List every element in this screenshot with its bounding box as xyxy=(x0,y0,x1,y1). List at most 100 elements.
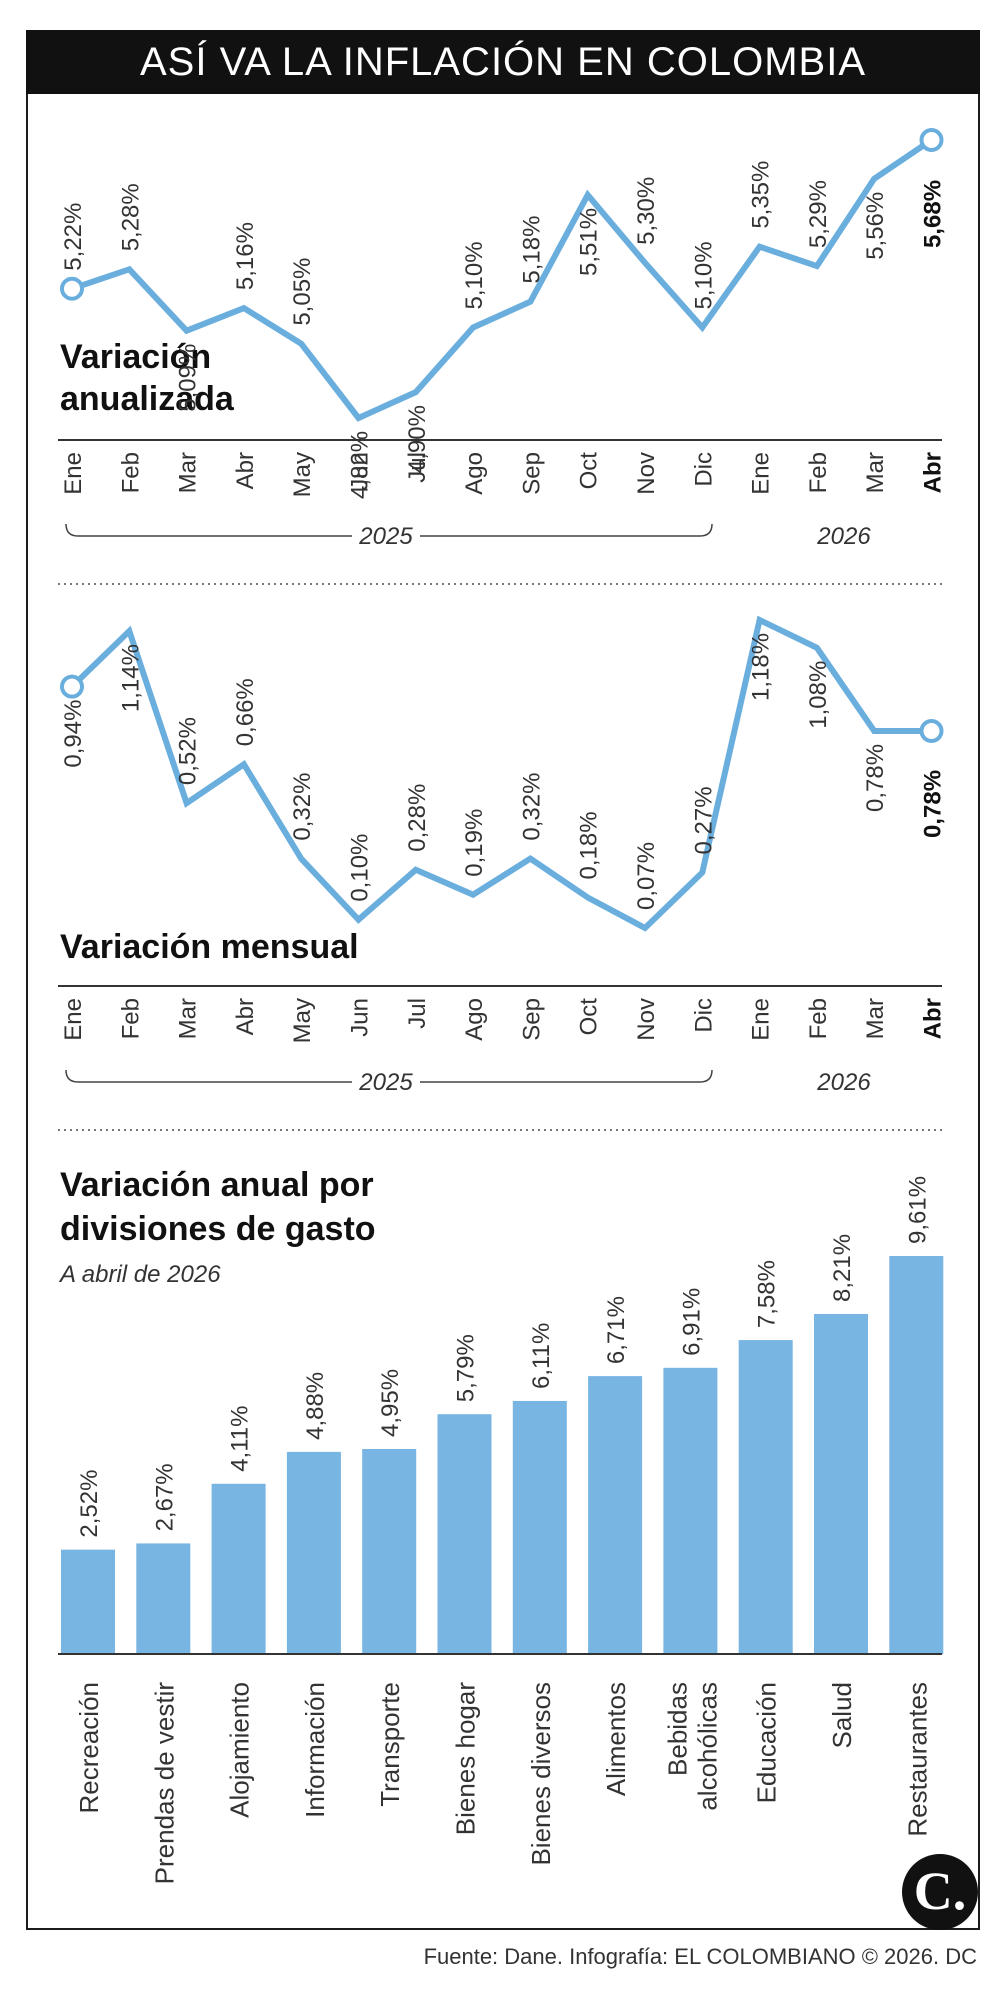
chart3-bar xyxy=(211,1483,266,1654)
chart1-series-line xyxy=(71,137,934,422)
chart3-bar xyxy=(588,1376,643,1654)
chart3-title: divisiones de gasto xyxy=(60,1210,376,1248)
chart3-tick-label: Alojamiento xyxy=(225,1682,255,1818)
chart3-data-label: 2,67% xyxy=(151,1463,178,1531)
chart2-point-1 xyxy=(60,674,84,699)
chart1-tick-label: Ene xyxy=(60,452,87,495)
infographic-frame xyxy=(26,30,980,1930)
chart3-title: Variación anual por xyxy=(60,1166,374,1204)
chart2-tick-label: Oct xyxy=(576,998,603,1036)
chart3-data-label: 6,11% xyxy=(528,1323,555,1389)
chart1-tick-label: Abr xyxy=(232,452,259,489)
chart1-tick-label: Sep xyxy=(518,452,545,495)
chart2-data-label: 0,32% xyxy=(289,773,316,841)
chart1-tick-label: Mar xyxy=(175,452,202,493)
chart2-tick-label: Mar xyxy=(175,998,202,1039)
chart2-data-label: 0,19% xyxy=(461,809,488,877)
chart1-data-label: 5,10% xyxy=(690,241,717,309)
chart2-year-label: 2025 xyxy=(358,1069,413,1096)
chart3-bar xyxy=(286,1451,341,1654)
chart2-data-label: 0,07% xyxy=(633,842,660,910)
chart1-tick-label: Jul xyxy=(404,452,431,483)
chart2-tick-label: Mar xyxy=(862,998,889,1039)
chart1-tick-label: Ago xyxy=(461,452,488,495)
chart2-data-label: 0,66% xyxy=(232,678,259,746)
chart3-tick-label: Transporte xyxy=(375,1682,405,1807)
chart1-title: Variación xyxy=(60,338,211,376)
chart2-tick-label: Ene xyxy=(748,998,775,1041)
chart2-data-label: 0,10% xyxy=(347,834,374,902)
chart1-tick-label: May xyxy=(289,452,316,497)
chart1-point-16 xyxy=(919,128,944,152)
chart3-bar xyxy=(889,1256,944,1654)
chart1-data-label: 5,18% xyxy=(518,216,545,284)
chart1-data-label: 5,35% xyxy=(748,161,775,229)
page-title: ASÍ VA LA INFLACIÓN EN COLOMBIA xyxy=(26,30,980,94)
chart3-data-label: 2,52% xyxy=(76,1470,103,1538)
chart3-subtitle: A abril de 2026 xyxy=(58,1261,221,1288)
chart1-year-bracket xyxy=(65,523,713,537)
chart1-tick-label: Dic xyxy=(690,452,717,487)
chart1-year-label: 2025 xyxy=(358,523,413,550)
chart2-tick-label: May xyxy=(289,998,316,1043)
chart2-tick-label: Jul xyxy=(404,998,431,1029)
chart2-data-label: 0,52% xyxy=(175,717,202,785)
chart3-tick-label: alcohólicas xyxy=(692,1682,722,1811)
chart1-tick-label: Abr xyxy=(920,452,947,493)
chart2-tick-label: Jun xyxy=(347,998,374,1037)
chart3-bar xyxy=(437,1414,492,1654)
chart2-data-label: 0,94% xyxy=(60,700,87,768)
chart2-title: Variación mensual xyxy=(60,928,359,966)
chart3-data-label: 6,91% xyxy=(678,1288,705,1356)
chart3-data-label: 6,71% xyxy=(603,1296,630,1364)
chart3-bar xyxy=(362,1448,417,1654)
chart1-tick-label: Feb xyxy=(117,452,144,493)
chart2-data-label: 0,78% xyxy=(862,744,889,812)
chart2-data-label: 1,18% xyxy=(748,633,775,701)
source-footer: Fuente: Dane. Infografía: EL COLOMBIANO … xyxy=(423,1944,977,1969)
chart2-tick-label: Sep xyxy=(518,998,545,1041)
chart2-data-label: 1,14% xyxy=(117,644,144,712)
chart2-data-label: 0,27% xyxy=(690,786,717,854)
chart3-data-label: 4,11% xyxy=(227,1406,254,1472)
chart2-data-label: 0,32% xyxy=(518,773,545,841)
chart1-tick-label: Feb xyxy=(805,452,832,493)
chart2-year-label: 2026 xyxy=(816,1069,871,1096)
chart1-data-label: 5,51% xyxy=(576,208,603,276)
chart1-point-1 xyxy=(60,276,84,301)
chart3-tick-label: Información xyxy=(300,1682,330,1818)
chart3-tick-label: Bebidas xyxy=(662,1682,692,1776)
chart2-tick-label: Feb xyxy=(805,998,832,1039)
chart3-tick-label: Prendas de vestir xyxy=(149,1682,179,1885)
chart3-data-label: 8,21% xyxy=(829,1234,856,1302)
chart3-tick-label: Salud xyxy=(827,1682,857,1749)
chart2-tick-label: Dic xyxy=(690,998,717,1033)
chart2-point-16 xyxy=(919,718,944,743)
chart3-bar xyxy=(814,1313,868,1654)
chart3-bar xyxy=(738,1340,793,1654)
chart1-data-label: 4,82% xyxy=(347,431,374,499)
chart3-bar xyxy=(663,1367,718,1654)
chart1-data-label: 5,30% xyxy=(633,177,660,245)
chart1-data-label: 5,28% xyxy=(117,183,144,251)
chart2-series-line xyxy=(69,615,932,932)
chart1-data-label: 5,22% xyxy=(60,203,87,271)
chart3-tick-label: Recreación xyxy=(74,1682,104,1814)
chart3-data-label: 7,58% xyxy=(754,1260,781,1328)
chart1-data-label: 5,68% xyxy=(920,180,947,248)
el-colombiano-logo: C. xyxy=(902,1854,978,1930)
chart1-tick-label: Jun xyxy=(347,452,374,491)
chart1-tick-label: Ene xyxy=(748,452,775,495)
chart2-data-label: 1,08% xyxy=(805,661,832,729)
chart2-tick-label: Abr xyxy=(920,998,947,1039)
chart1-tick-label: Nov xyxy=(633,452,660,495)
chart3-data-label: 9,61% xyxy=(904,1176,931,1244)
chart1-data-label: 5,29% xyxy=(805,180,832,248)
chart3-data-label: 4,88% xyxy=(302,1372,329,1440)
chart3-tick-label: Alimentos xyxy=(601,1682,631,1796)
chart2-tick-label: Ago xyxy=(461,998,488,1041)
chart3-tick-label: Educación xyxy=(752,1682,782,1803)
chart1-data-label: 5,16% xyxy=(232,222,259,290)
chart1-data-label: 5,56% xyxy=(862,192,889,260)
